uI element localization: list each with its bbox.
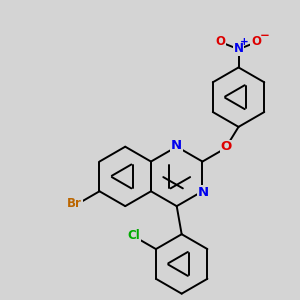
Text: Cl: Cl — [127, 229, 140, 242]
Text: O: O — [215, 34, 225, 47]
Text: O: O — [251, 34, 261, 47]
Text: O: O — [221, 140, 232, 153]
Text: N: N — [171, 139, 182, 152]
Text: N: N — [198, 186, 209, 199]
Text: N: N — [233, 42, 244, 55]
Text: +: + — [240, 37, 249, 47]
Text: −: − — [260, 29, 270, 42]
Text: Br: Br — [67, 197, 82, 210]
